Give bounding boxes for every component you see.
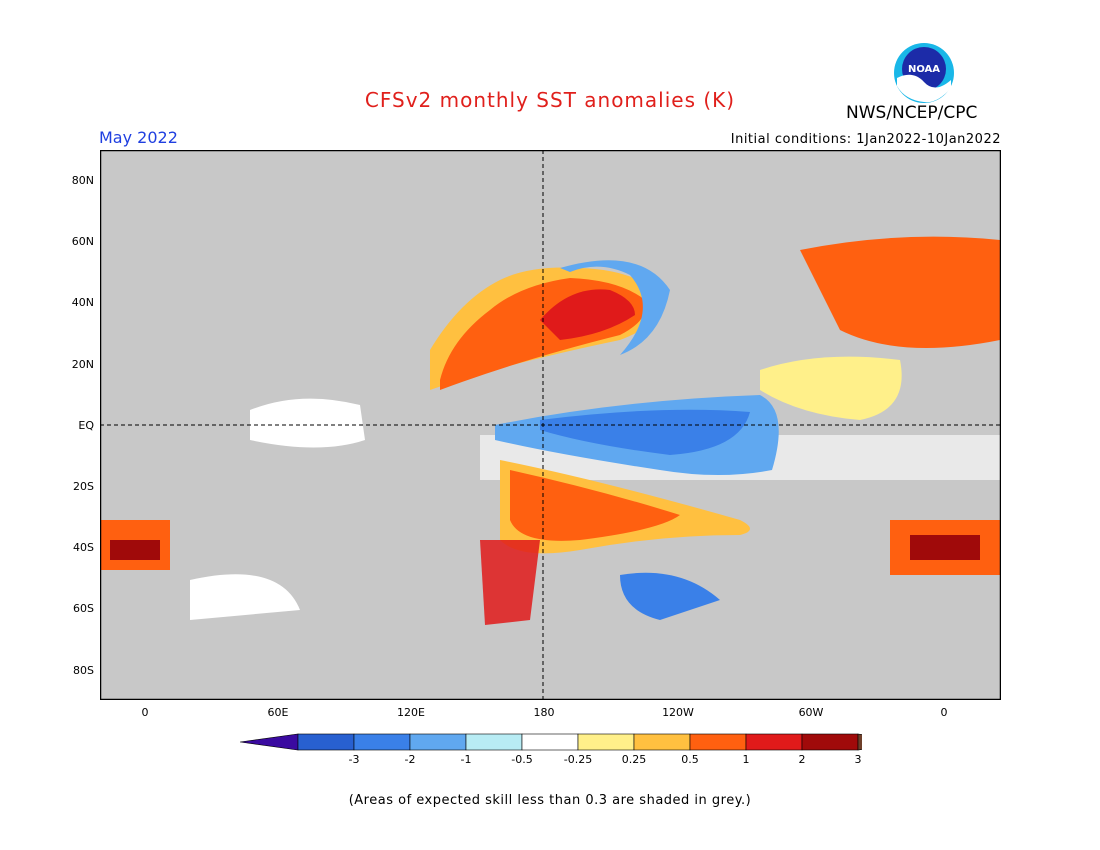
initial-conditions: Initial conditions: 1Jan2022-10Jan2022: [730, 132, 1001, 147]
colorbar-low-triangle: [240, 733, 299, 751]
lon-tick: 60W: [798, 706, 824, 719]
forecast-period: May 2022: [99, 128, 178, 147]
colorbar-box: [409, 733, 467, 751]
colorbar-label: 0.25: [621, 753, 647, 766]
colorbar-label: -3: [348, 753, 360, 766]
colorbar-label: 3: [854, 753, 862, 766]
lat-tick: 80N: [71, 174, 94, 187]
lon-tick: 120W: [662, 706, 694, 719]
colorbar-box: [801, 733, 859, 751]
lon-tick: 60E: [267, 706, 289, 719]
lat-tick: EQ: [78, 419, 94, 432]
colorbar-box: [745, 733, 803, 751]
colorbar-box: [297, 733, 355, 751]
skill-note: (Areas of expected skill less than 0.3 a…: [348, 793, 752, 808]
colorbar-label: -0.5: [511, 753, 533, 766]
colorbar-high-triangle: [857, 733, 862, 751]
colorbar-box: [577, 733, 635, 751]
colorbar-box: [689, 733, 747, 751]
noaa-logo: NOAA: [894, 43, 954, 103]
colorbar-box: [521, 733, 579, 751]
lat-tick: 20N: [71, 358, 94, 371]
lat-tick: 40S: [73, 541, 94, 554]
colorbar-label: 0.5: [681, 753, 699, 766]
lon-tick: 120E: [397, 706, 425, 719]
agency-label: NWS/NCEP/CPC: [846, 103, 978, 123]
colorbar-label: 1: [742, 753, 750, 766]
logo-text: NOAA: [908, 64, 940, 75]
colorbar-label: -2: [404, 753, 416, 766]
colorbar-label: -1: [460, 753, 472, 766]
lon-tick: 0: [940, 706, 948, 719]
colorbar: [240, 733, 862, 751]
sst-anomaly-map: [100, 150, 1001, 700]
lat-tick: 80S: [73, 664, 94, 677]
colorbar-label: -0.25: [563, 753, 593, 766]
lon-tick: 0: [141, 706, 149, 719]
lat-tick: 40N: [71, 296, 94, 309]
lat-tick: 20S: [73, 480, 94, 493]
lon-tick: 180: [533, 706, 555, 719]
colorbar-box: [353, 733, 411, 751]
lat-tick: 60S: [73, 602, 94, 615]
colorbar-box: [465, 733, 523, 751]
colorbar-box: [633, 733, 691, 751]
map-title: CFSv2 monthly SST anomalies (K): [364, 88, 736, 112]
colorbar-label: 2: [798, 753, 806, 766]
lat-tick: 60N: [71, 235, 94, 248]
